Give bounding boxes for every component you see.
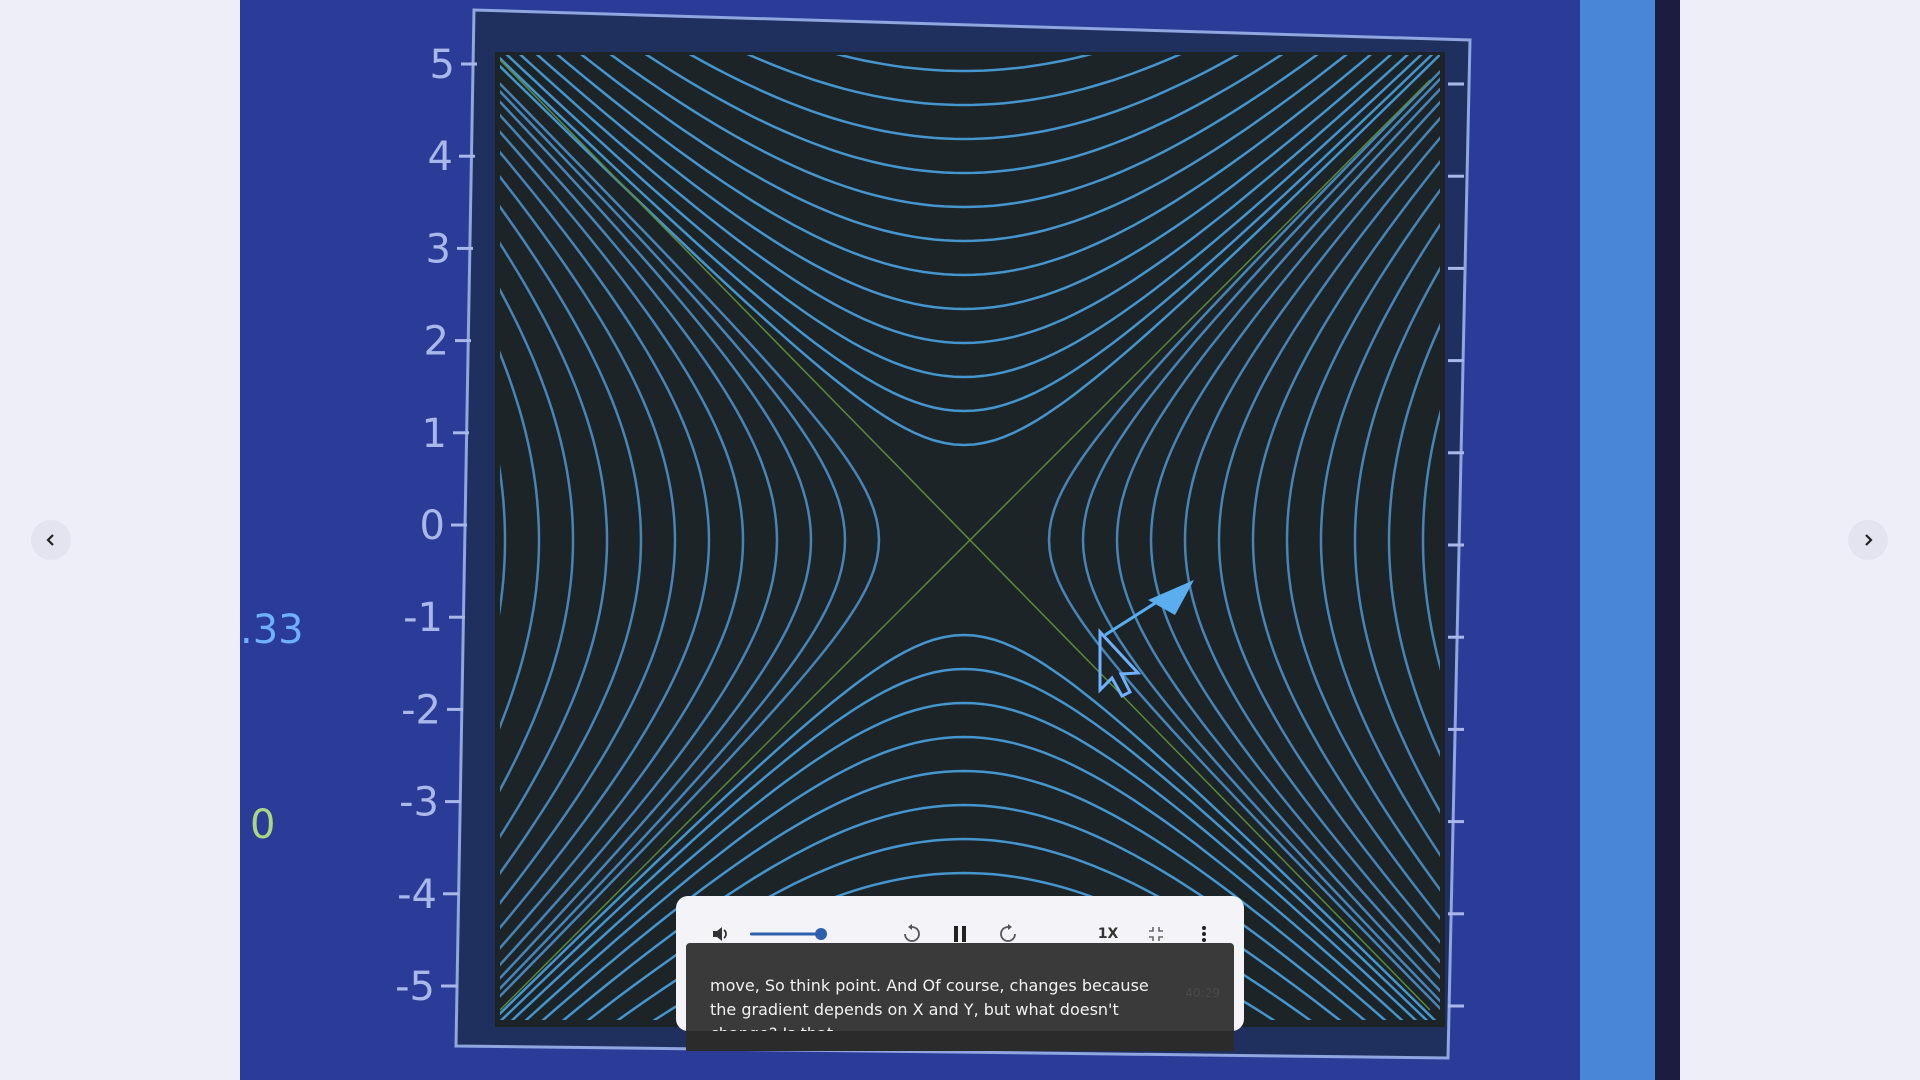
contour (580, 55, 1348, 243)
pause-button[interactable] (940, 914, 980, 954)
next-icon (1865, 534, 1873, 546)
contour (500, 633, 1437, 1020)
contour (1047, 69, 1440, 1011)
axis-label: -2 (401, 687, 441, 733)
contour (1421, 409, 1440, 671)
axis-label: -4 (397, 872, 437, 918)
volume-slider[interactable] (750, 914, 830, 954)
contour (1353, 266, 1440, 814)
video-frame: 5 4 3 2 1 0 -1 -2 -3 -4 -5 .33 0 (240, 0, 1680, 1080)
contour (644, 55, 1284, 175)
volume-button[interactable] (700, 914, 740, 954)
contour (500, 82, 881, 998)
cursor (1098, 628, 1142, 698)
axis-label: 3 (426, 226, 451, 272)
contour (500, 130, 745, 950)
contour (500, 55, 1440, 447)
contour (1319, 222, 1440, 858)
contour (609, 55, 1319, 209)
control-bar: 1X (676, 914, 1244, 954)
contour (1115, 87, 1440, 993)
axis-label: -1 (403, 595, 443, 641)
pause-icon (954, 926, 966, 942)
more-button[interactable] (1184, 914, 1224, 954)
contour (586, 837, 1342, 1020)
prev-icon (46, 534, 54, 546)
contour (1217, 136, 1440, 944)
contour (524, 735, 1404, 1020)
speed-button[interactable]: 1X (1088, 914, 1128, 954)
axis-label: 4 (428, 134, 453, 180)
contour (1251, 159, 1440, 921)
side-label: 0 (250, 802, 275, 848)
volume-icon (713, 927, 727, 941)
prev-button[interactable] (31, 520, 71, 560)
contour (616, 871, 1312, 1020)
axis-label: 2 (424, 319, 449, 365)
contour (500, 667, 1429, 1020)
forward-button[interactable] (988, 914, 1028, 954)
contour (555, 55, 1373, 277)
contour (510, 701, 1418, 1020)
exit-fullscreen-icon (1149, 927, 1163, 941)
exit-fullscreen-button[interactable] (1136, 914, 1176, 954)
contour (688, 55, 1240, 141)
contour (1081, 77, 1440, 1003)
caption-time: 40:29 (1185, 986, 1220, 1000)
axis-label: -3 (399, 780, 439, 826)
contour (561, 803, 1367, 1020)
volume-slider-track (750, 928, 827, 940)
contour (500, 241, 609, 839)
diagonal (500, 59, 1431, 1011)
contour (500, 350, 541, 730)
axis-label: 0 (420, 503, 445, 549)
speed-label: 1X (1097, 926, 1119, 942)
arrow (1148, 580, 1194, 615)
arrow-line (1104, 598, 1161, 637)
contour (505, 55, 1423, 379)
contour (500, 463, 507, 617)
more-icon (1202, 926, 1206, 942)
axis-labels: 5 4 3 2 1 0 -1 -2 -3 -4 -5 (395, 42, 1464, 1010)
contour (541, 769, 1387, 1020)
contour (1149, 100, 1440, 980)
contour (835, 55, 1093, 73)
contour (1285, 188, 1440, 892)
side-label: .33 (240, 607, 304, 653)
contour (500, 113, 779, 967)
contour (535, 55, 1393, 311)
contour (500, 287, 575, 793)
contour (746, 55, 1182, 107)
axis-label: 5 (430, 42, 455, 88)
forward-icon (1000, 924, 1016, 942)
axis-label: 1 (422, 411, 447, 457)
axis-label: -5 (395, 964, 435, 1010)
contour (518, 55, 1410, 345)
contour (500, 100, 813, 980)
contour (500, 204, 643, 876)
rewind-button[interactable] (892, 914, 932, 954)
contour (500, 175, 677, 905)
next-button[interactable] (1848, 520, 1888, 560)
contour (500, 89, 847, 991)
rewind-icon (904, 924, 920, 942)
contour (500, 55, 1434, 413)
contour (1387, 322, 1440, 758)
contour (1183, 116, 1440, 964)
video-edge-dark (1655, 0, 1680, 1080)
contour (500, 150, 711, 930)
caption-footer (686, 1031, 1234, 1051)
diagonal (500, 79, 1431, 1011)
